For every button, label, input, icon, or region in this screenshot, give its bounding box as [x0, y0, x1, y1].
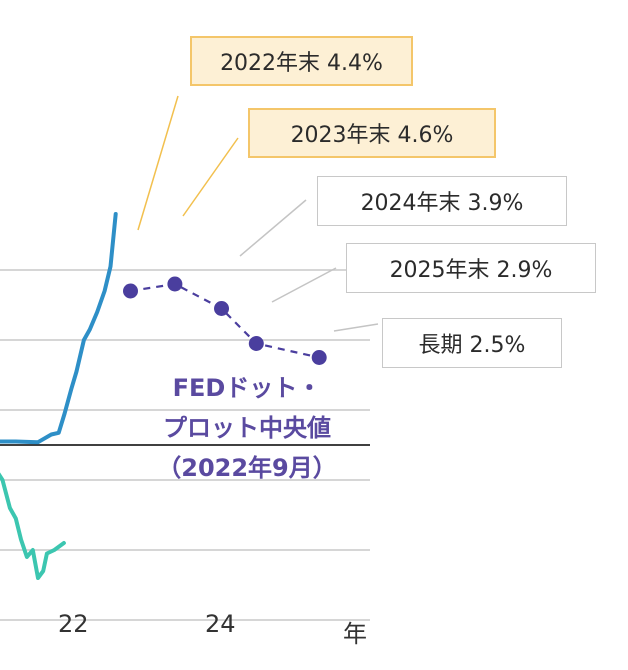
callout-long-term: 長期 2.5% [382, 318, 562, 368]
teal-series-line [0, 472, 66, 580]
fed-dot-plot-marker [214, 301, 230, 316]
callout-2023-end: 2023年末 4.6% [248, 108, 496, 158]
x-tick-label-24: 24 [205, 610, 236, 638]
fed-dot-plot-annotation: FEDドット・ プロット中央値 （2022年9月） [112, 368, 382, 488]
annotation-line-3: （2022年9月） [157, 454, 337, 482]
x-tick-label-22: 22 [58, 610, 89, 638]
x-axis-unit-label: 年 [343, 620, 367, 648]
fed-dot-plot-marker [123, 283, 138, 299]
fed-dot-plot-marker [167, 276, 183, 292]
annotation-line-1: FEDドット・ [172, 374, 322, 402]
blue-series-line [0, 212, 118, 445]
callout-leader-line [182, 137, 239, 217]
callout-2024-end: 2024年末 3.9% [317, 176, 567, 226]
fed-dot-plot-marker [248, 336, 264, 351]
fed-dot-plot-marker [311, 350, 327, 365]
callout-leader-line [239, 199, 307, 257]
callout-2022-end: 2022年末 4.4% [190, 36, 413, 86]
callout-2025-end: 2025年末 2.9% [346, 243, 596, 293]
fed-dot-plot-median-line [130, 282, 320, 359]
annotation-line-2: プロット中央値 [163, 414, 331, 442]
callout-leader-line [271, 267, 337, 303]
callout-leader-line [137, 95, 179, 231]
callout-leader-line [333, 323, 379, 332]
